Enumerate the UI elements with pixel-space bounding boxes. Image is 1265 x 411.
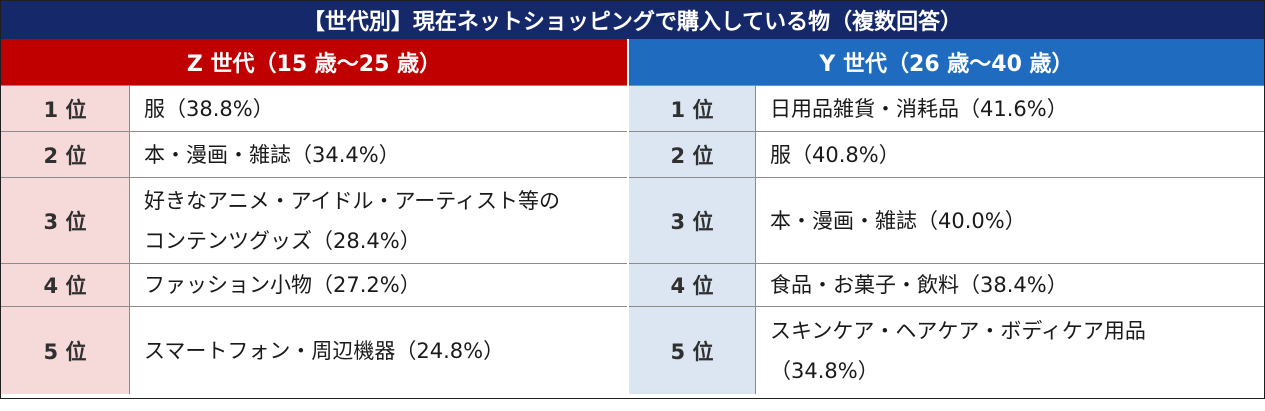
table-row: 2 位 本・漫画・雑誌（34.4%） bbox=[1, 131, 627, 177]
y-generation-column: Y 世代（26 歳～40 歳） 1 位 日用品雑貨・消耗品（41.6%） 2 位… bbox=[629, 39, 1264, 398]
ranking-table: 【世代別】現在ネットショッピングで購入している物（複数回答） Z 世代（15 歳… bbox=[0, 0, 1265, 399]
item-label: 服（38.8%） bbox=[144, 96, 274, 121]
y-generation-header: Y 世代（26 歳～40 歳） bbox=[629, 39, 1264, 85]
z-generation-header: Z 世代（15 歳～25 歳） bbox=[1, 39, 627, 85]
item-label: 本・漫画・雑誌（40.0%） bbox=[770, 208, 1026, 233]
item-label: 食品・お菓子・飲料（38.4%） bbox=[770, 273, 1068, 297]
rank-label: 5 位 bbox=[1, 307, 130, 394]
rank-label: 4 位 bbox=[1, 264, 130, 306]
item-label: スマートフォン・周辺機器（24.8%） bbox=[144, 338, 505, 363]
table-row: 3 位 好きなアニメ・アイドル・アーティスト等のコンテンツグッズ（28.4%） bbox=[1, 177, 627, 263]
column-divider bbox=[627, 39, 629, 398]
rank-label: 2 位 bbox=[1, 132, 130, 177]
table-row: 3 位 本・漫画・雑誌（40.0%） bbox=[629, 177, 1264, 263]
z-generation-column: Z 世代（15 歳～25 歳） 1 位 服（38.8%） 2 位 本・漫画・雑誌… bbox=[1, 39, 627, 398]
rank-label: 3 位 bbox=[1, 178, 130, 263]
item-label: 本・漫画・雑誌（34.4%） bbox=[144, 142, 400, 167]
rank-label: 1 位 bbox=[629, 86, 756, 131]
table-row: 4 位 食品・お菓子・飲料（38.4%） bbox=[629, 263, 1264, 306]
item-label: 日用品雑貨・消耗品（41.6%） bbox=[770, 96, 1068, 121]
table-row: 5 位 スマートフォン・周辺機器（24.8%） bbox=[1, 306, 627, 394]
rank-label: 5 位 bbox=[629, 307, 756, 394]
item-label: 好きなアニメ・アイドル・アーティスト等のコンテンツグッズ（28.4%） bbox=[144, 188, 561, 253]
rank-label: 2 位 bbox=[629, 132, 756, 177]
item-label: スキンケア・ヘアケア・ボディケア用品（34.8%） bbox=[770, 318, 1146, 383]
rank-label: 3 位 bbox=[629, 178, 756, 263]
item-label: ファッション小物（27.2%） bbox=[144, 273, 421, 297]
table-title: 【世代別】現在ネットショッピングで購入している物（複数回答） bbox=[1, 1, 1264, 39]
table-row: 1 位 服（38.8%） bbox=[1, 85, 627, 131]
table-row: 5 位 スキンケア・ヘアケア・ボディケア用品（34.8%） bbox=[629, 306, 1264, 394]
rank-label: 1 位 bbox=[1, 86, 130, 131]
item-label: 服（40.8%） bbox=[770, 142, 900, 167]
table-row: 1 位 日用品雑貨・消耗品（41.6%） bbox=[629, 85, 1264, 131]
rank-label: 4 位 bbox=[629, 264, 756, 306]
table-row: 4 位 ファッション小物（27.2%） bbox=[1, 263, 627, 306]
table-row: 2 位 服（40.8%） bbox=[629, 131, 1264, 177]
